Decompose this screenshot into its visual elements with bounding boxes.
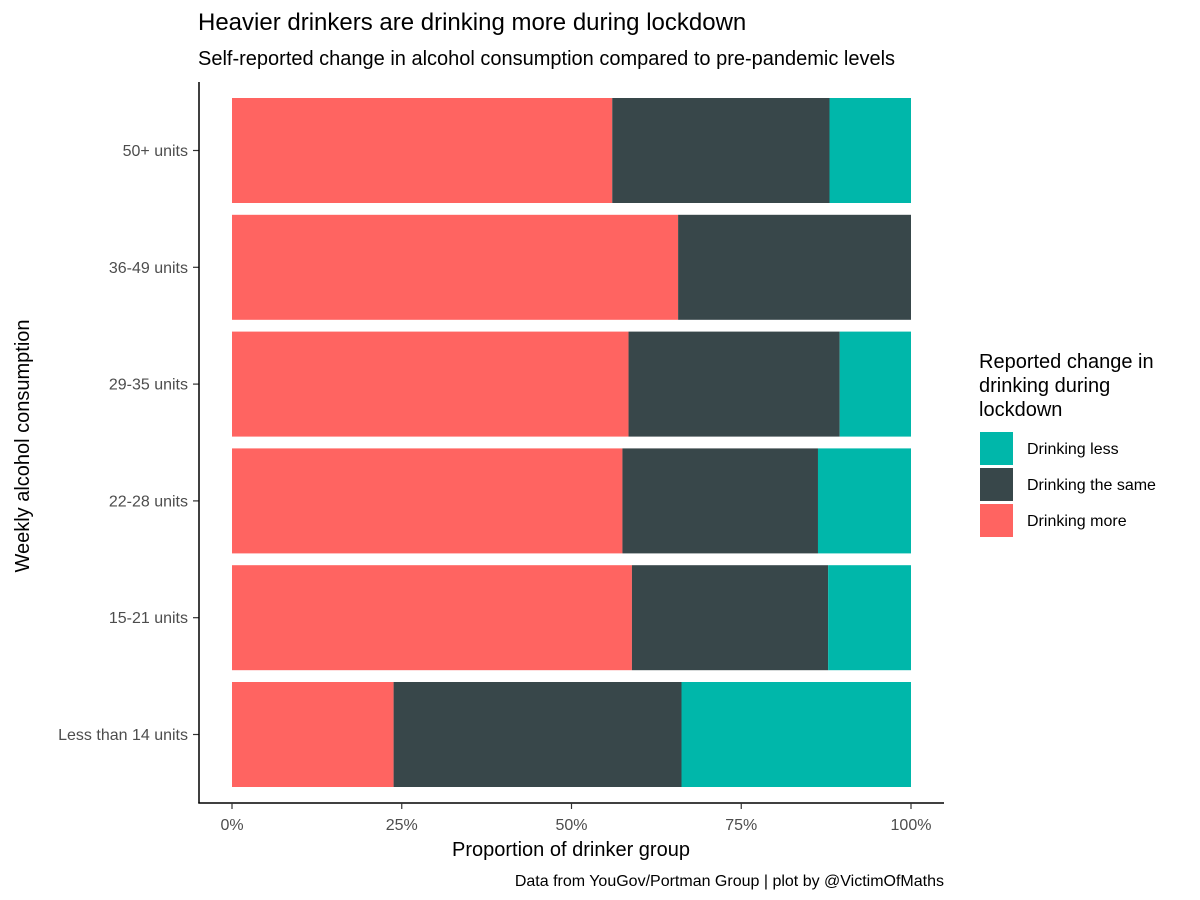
- bar-22-28-units-drinking-more: [232, 448, 623, 554]
- bar-29-35-units-drinking-the-same: [628, 331, 840, 437]
- y-tick-label: 36-49 units: [109, 260, 188, 277]
- y-tick-label: 22-28 units: [109, 493, 188, 510]
- y-axis: 50+ units 36-49 units 29-35 units 22-28 uni…: [58, 82, 200, 803]
- bar-less-than-14-units-drinking-more: [232, 682, 394, 787]
- x-tick-label: 50%: [555, 817, 587, 834]
- y-tick-label: Less than 14 units: [58, 727, 188, 744]
- legend-key-drinking-less: [980, 432, 1013, 465]
- y-tick-label: 29-35 units: [109, 377, 188, 394]
- bars-group: [232, 98, 911, 787]
- chart-subtitle: Self-reported change in alcohol consumpt…: [198, 48, 895, 70]
- y-tick-label: 15-21 units: [109, 610, 188, 627]
- y-tick-label: 50+ units: [123, 143, 188, 160]
- x-tick-label: 100%: [891, 817, 932, 834]
- legend-title: Reported change in drinking during lockdow…: [979, 351, 1154, 421]
- bar-15-21-units-drinking-less: [828, 565, 911, 671]
- bar-less-than-14-units-drinking-less: [681, 682, 911, 787]
- x-axis-title: Proportion of drinker group: [452, 839, 690, 861]
- legend-key-drinking-the-same: [980, 468, 1013, 501]
- legend-key-drinking-more: [980, 504, 1013, 537]
- x-tick-label: 25%: [386, 817, 418, 834]
- bar-50-units-drinking-the-same: [612, 98, 830, 203]
- bar-22-28-units-drinking-the-same: [622, 448, 818, 554]
- x-axis: 0% 25% 50% 75% 100%: [198, 802, 944, 834]
- bar-15-21-units-drinking-the-same: [631, 565, 829, 671]
- bar-50-units-drinking-less: [829, 98, 911, 203]
- bar-15-21-units-drinking-more: [232, 565, 632, 671]
- legend-label-drinking-less: Drinking less: [1027, 441, 1119, 458]
- bar-29-35-units-drinking-less: [839, 331, 911, 437]
- x-tick-label: 75%: [725, 817, 757, 834]
- chart-caption: Data from YouGov/Portman Group | plot by…: [515, 873, 944, 890]
- legend-label-drinking-more: Drinking more: [1027, 513, 1127, 530]
- x-tick-label: 0%: [220, 817, 243, 834]
- chart-title: Heavier drinkers are drinking more durin…: [198, 9, 746, 36]
- bar-22-28-units-drinking-less: [817, 448, 911, 554]
- legend: Reported change in drinking during lockdow…: [979, 351, 1156, 537]
- legend-label-drinking-the-same: Drinking the same: [1027, 477, 1156, 494]
- bar-36-49-units-drinking-the-same: [678, 214, 911, 320]
- bar-50-units-drinking-more: [232, 98, 613, 203]
- bar-less-than-14-units-drinking-the-same: [393, 682, 682, 787]
- bar-36-49-units-drinking-more: [232, 214, 679, 320]
- y-axis-title: Weekly alcohol consumption: [12, 319, 34, 572]
- bar-29-35-units-drinking-more: [232, 331, 629, 437]
